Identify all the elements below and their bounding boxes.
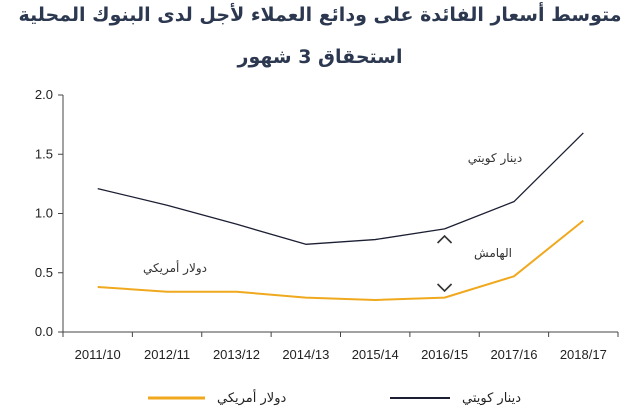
y-tick-label: 0.5 <box>35 265 53 280</box>
usd-series-line <box>97 219 584 302</box>
chart-title: متوسط أسعار الفائدة على ودائع العملاء لأ… <box>18 4 622 26</box>
chart-subtitle: استحقاق 3 شهور <box>237 46 403 68</box>
margin-annotation: الهامش <box>474 246 512 261</box>
x-tick-label: 2016/15 <box>421 347 468 362</box>
y-tick-label: 2.0 <box>35 87 53 102</box>
usd-annotation: دولار أمريكي <box>143 260 207 276</box>
y-tick-label: 1.0 <box>35 206 53 221</box>
x-tick-label: 2013/12 <box>213 347 260 362</box>
x-tick-label: 2018/17 <box>560 347 607 362</box>
kwd-annotation: دينار كويتي <box>468 151 522 166</box>
x-tick-label: 2014/13 <box>282 347 329 362</box>
kwd-series-line <box>97 132 584 245</box>
legend-usd-label: دولار أمريكي <box>217 389 286 406</box>
chevron-down-icon <box>436 283 453 293</box>
legend-kwd-label: دينار كويتي <box>462 391 521 406</box>
y-tick-label: 0.0 <box>35 324 53 339</box>
y-tick-label: 1.5 <box>35 146 53 161</box>
x-tick-label: 2012/11 <box>144 347 190 362</box>
chevron-up-icon <box>436 234 453 244</box>
x-tick-label: 2015/14 <box>352 347 399 362</box>
x-tick-label: 2011/10 <box>75 347 121 362</box>
x-tick-label: 2017/16 <box>490 347 537 362</box>
